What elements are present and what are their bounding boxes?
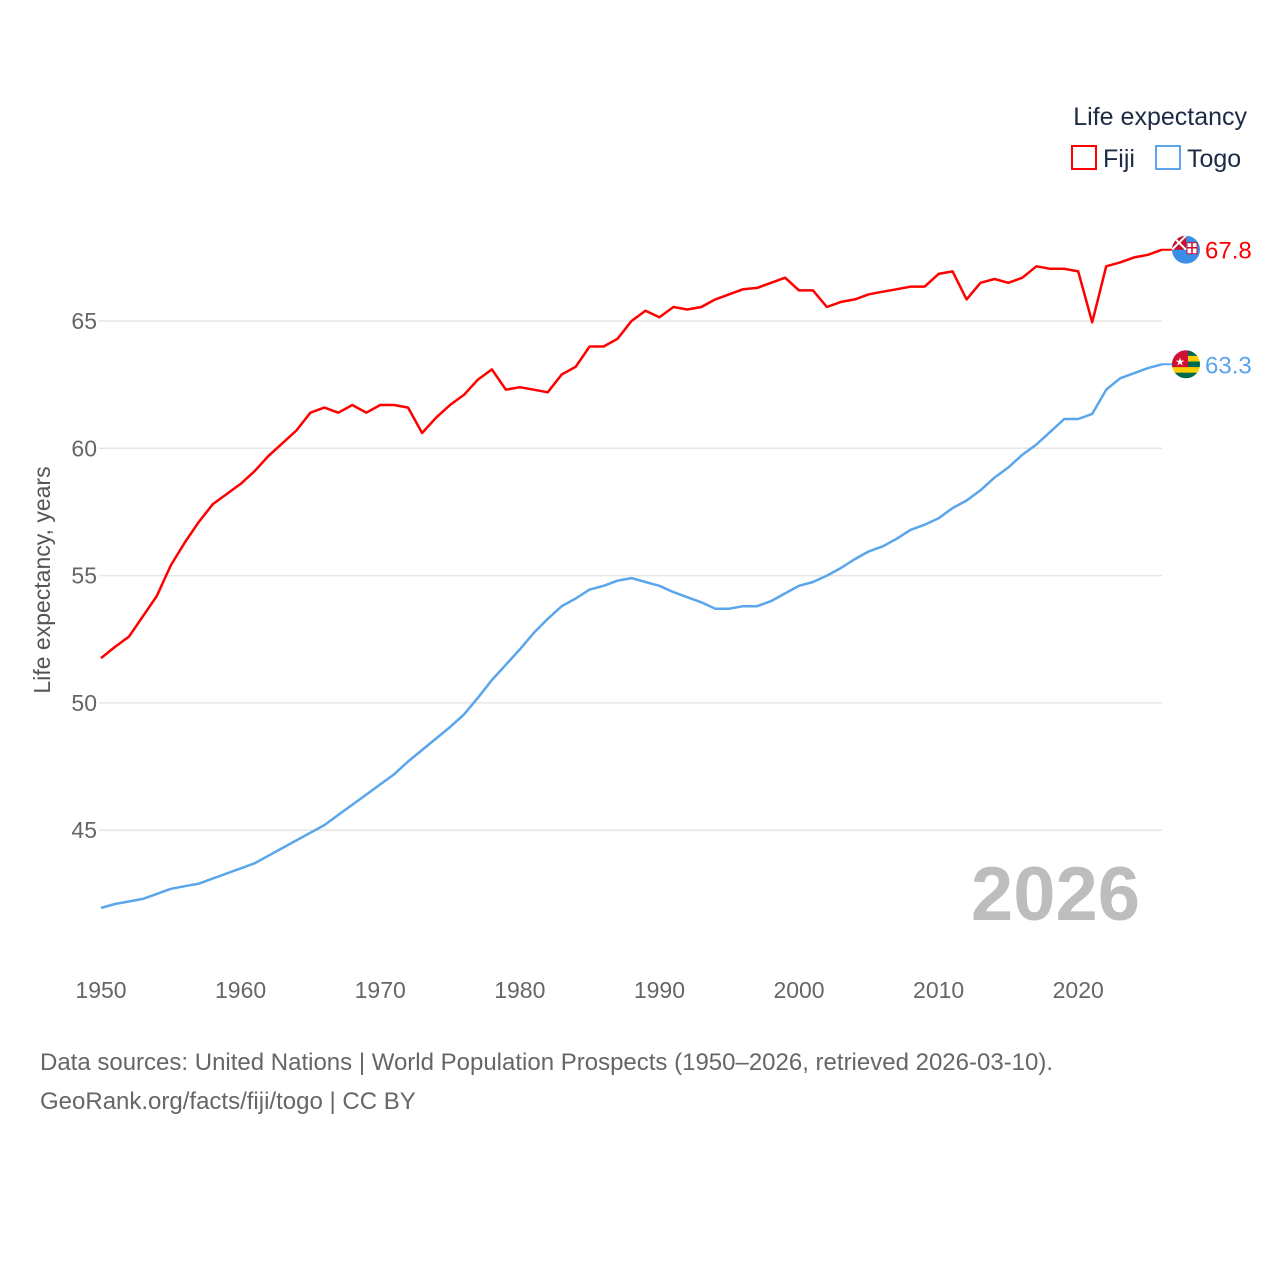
legend-label-fiji[interactable]: Fiji <box>1103 145 1135 173</box>
legend-swatch-togo[interactable] <box>1155 145 1181 170</box>
x-tick-label: 1970 <box>355 977 406 1003</box>
series-end-markers: 67.8 ★ 63.3 <box>1162 235 1252 379</box>
y-tick-label: 50 <box>71 690 97 716</box>
x-tick-label: 2000 <box>773 977 824 1003</box>
source-link[interactable]: GeoRank.org/facts/fiji/togo | CC BY <box>40 1088 416 1115</box>
series-lines <box>100 248 1163 910</box>
legend-label-togo[interactable]: Togo <box>1187 145 1241 173</box>
y-tick-label: 60 <box>71 435 97 461</box>
y-tick-label: 45 <box>71 817 97 843</box>
x-tick-label: 1960 <box>215 977 266 1003</box>
y-axis-ticks: 45 50 55 60 65 <box>71 308 97 843</box>
svg-text:★: ★ <box>1175 356 1185 368</box>
series-line-togo <box>100 363 1163 910</box>
x-tick-label: 2010 <box>913 977 964 1003</box>
fiji-flag-icon <box>1172 235 1200 264</box>
y-axis-label: Life expectancy, years <box>29 466 55 693</box>
legend: Life expectancy Fiji Togo <box>1071 103 1247 173</box>
x-axis-ticks: 1950 1960 1970 1980 1990 2000 2010 2020 <box>75 977 1103 1003</box>
end-value-label-fiji: 67.8 <box>1205 238 1252 265</box>
source-line: Data sources: United Nations | World Pop… <box>40 1049 1054 1076</box>
x-tick-label: 1990 <box>634 977 685 1003</box>
series-line-fiji <box>100 248 1163 660</box>
current-year-label: 2026 <box>971 852 1140 937</box>
togo-flag-icon: ★ <box>1172 350 1200 379</box>
y-tick-label: 65 <box>71 308 97 334</box>
grid-lines <box>99 320 1162 831</box>
x-tick-label: 2020 <box>1053 977 1104 1003</box>
end-value-label-togo: 63.3 <box>1205 352 1252 379</box>
x-tick-label: 1950 <box>75 977 126 1003</box>
x-tick-label: 1980 <box>494 977 545 1003</box>
source-note: Data sources: United Nations | World Pop… <box>40 1043 1053 1121</box>
y-tick-label: 55 <box>71 563 97 589</box>
legend-title: Life expectancy <box>1073 103 1247 131</box>
legend-swatch-fiji[interactable] <box>1071 145 1097 170</box>
